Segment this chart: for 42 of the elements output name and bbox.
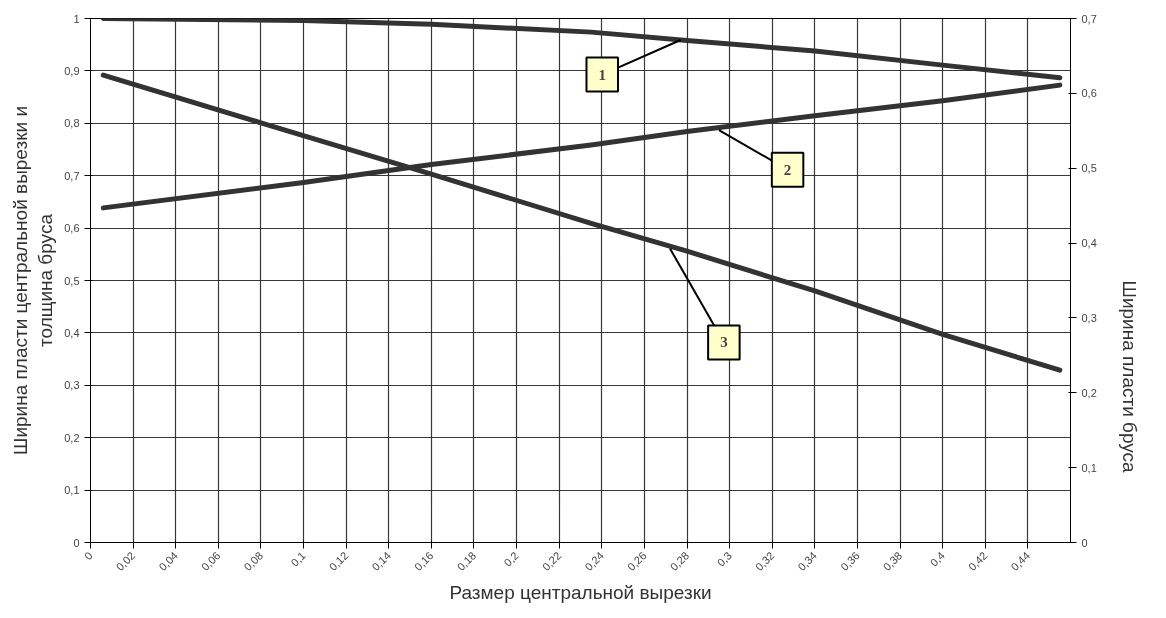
- x-tick-label: 0,22: [539, 549, 564, 573]
- x-tick-label: 0,34: [795, 549, 820, 573]
- y-axis-title: Ширина пласти центральной вырезки и толщина бруса: [10, 105, 57, 456]
- x-tick-label: 0,24: [582, 549, 607, 573]
- x-tick-label: 0,14: [369, 549, 394, 573]
- y-tick-label: 0,7: [64, 169, 80, 182]
- annotation: 3: [720, 334, 728, 351]
- y-tick-label: 0,2: [64, 431, 80, 444]
- x-tick-label: 0,3: [714, 549, 734, 569]
- y2-tick-label: 0,1: [1081, 461, 1097, 474]
- x-tick-label: 0,36: [838, 549, 862, 573]
- y-tick-label: 0: [73, 536, 80, 549]
- x-tick-label: 0,42: [965, 549, 990, 573]
- y-tick-label: 0,1: [64, 484, 80, 497]
- y2-tick-label: 0: [1081, 536, 1088, 549]
- y2-tick-label: 0,6: [1081, 87, 1097, 100]
- y-tick-label: 0,5: [64, 274, 80, 287]
- y2-tick-label: 0,4: [1081, 237, 1097, 250]
- x-tick-label: 0,32: [752, 549, 777, 573]
- y2-tick-label: 0,2: [1081, 386, 1097, 399]
- x-tick-label: 0,2: [501, 549, 521, 569]
- x-tick-label: 0,16: [411, 549, 436, 573]
- x-tick-label: 0,26: [625, 549, 649, 573]
- y-tick-label: 0,4: [64, 326, 80, 339]
- x-tick-label: 0,44: [1008, 549, 1033, 573]
- x-tick-label: 0,08: [241, 549, 266, 573]
- x-tick-label: 0,4: [927, 549, 947, 569]
- y-tick-label: 0,3: [64, 379, 80, 392]
- y2-tick-label: 0,5: [1081, 162, 1097, 175]
- y-tick-label: 0,8: [64, 117, 80, 130]
- y2-axis-title: Ширина пласти бруса: [1119, 280, 1141, 474]
- x-tick-label: 0,04: [156, 549, 180, 573]
- y-tick-label: 1: [73, 12, 80, 25]
- x-tick-label: 0,1: [288, 549, 308, 569]
- y2-tick-label: 0,7: [1081, 12, 1097, 25]
- x-axis-title: Размер центральной вырезки: [449, 582, 712, 604]
- x-tick-label: 0,06: [198, 549, 223, 573]
- y-tick-label: 0,9: [64, 64, 80, 77]
- annotation: 2: [783, 161, 792, 178]
- annotation: 1: [598, 66, 606, 83]
- y2-tick-label: 0,3: [1081, 311, 1097, 324]
- y-tick-label: 0,6: [64, 222, 80, 235]
